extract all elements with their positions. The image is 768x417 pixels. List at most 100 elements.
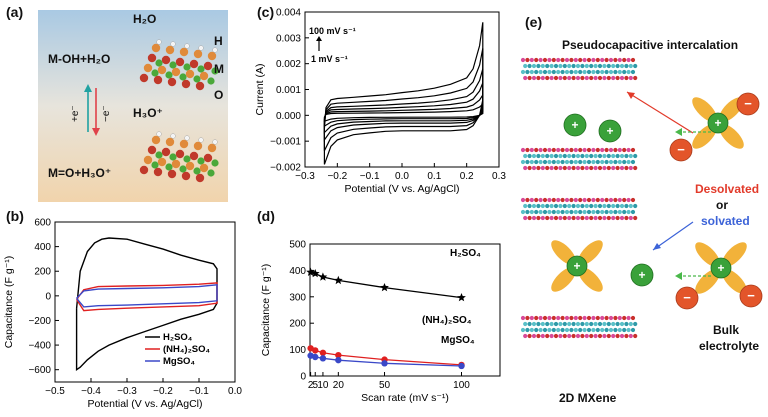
x-tick-label: −0.3 bbox=[117, 386, 137, 397]
atom-orange bbox=[175, 149, 185, 159]
sheet-atom bbox=[562, 63, 567, 69]
sheet-atom bbox=[549, 321, 554, 327]
bulk-flow-arrowhead-bottom bbox=[675, 272, 682, 280]
sheet-atom bbox=[600, 197, 605, 203]
data-point bbox=[318, 272, 328, 281]
sheet-atom bbox=[606, 63, 611, 69]
sheet-atom bbox=[540, 321, 545, 327]
mxene-label: 2D MXene bbox=[559, 391, 617, 405]
anion-symbol: − bbox=[677, 142, 685, 157]
sheet-atom bbox=[591, 69, 596, 75]
y-tick-label: 300 bbox=[289, 292, 306, 303]
sheet-atom bbox=[589, 165, 594, 171]
chart-d: 2 5 10 20 50 100 0 100 200 300 400 500 Scan rate (mV… bbox=[260, 240, 501, 404]
sheet-atom bbox=[542, 159, 548, 165]
equation-bottom: M=O+H₃O⁺ bbox=[48, 166, 112, 180]
x-tick-label: 0.3 bbox=[492, 171, 506, 182]
y-tick-label: 600 bbox=[34, 218, 51, 229]
sheet-atom bbox=[540, 153, 545, 159]
sheet-atom bbox=[628, 75, 633, 81]
sheet-atom bbox=[622, 159, 627, 165]
panel-c: (c) −0.3 −0.2 −0.1 0.0 0.1 0.2 0.3 −0.002 −0.001… bbox=[225, 0, 515, 205]
sheet-atom bbox=[560, 197, 565, 203]
sheet-atom bbox=[564, 327, 570, 333]
atom-orange bbox=[189, 151, 199, 161]
atom-orange bbox=[161, 55, 171, 65]
sheet-atom bbox=[615, 75, 620, 81]
sheet-atom bbox=[549, 75, 554, 81]
sheet-atom bbox=[569, 209, 574, 215]
sheet-atom bbox=[580, 75, 585, 81]
sheet-atom bbox=[593, 75, 598, 81]
sheet-atom bbox=[545, 203, 550, 209]
atom-orange bbox=[199, 71, 209, 81]
atom-hydrogen bbox=[198, 137, 204, 143]
sheet-atom bbox=[628, 165, 633, 171]
atom-green bbox=[193, 75, 201, 83]
sheet-atom bbox=[545, 75, 550, 81]
sheet-atom bbox=[529, 209, 534, 215]
sheet-atom bbox=[597, 63, 603, 69]
sheet-atom bbox=[558, 63, 563, 69]
sheet-atom bbox=[542, 197, 548, 203]
y-axis-label: Capacitance (F g⁻¹) bbox=[3, 256, 15, 349]
sheet-atom bbox=[593, 321, 598, 327]
atom-orange bbox=[195, 173, 205, 183]
sheet-atom bbox=[545, 165, 550, 171]
sheet-atom bbox=[600, 57, 605, 63]
sheet-atom bbox=[575, 203, 581, 209]
sheet-atom bbox=[604, 69, 609, 75]
sheet-atom bbox=[591, 327, 596, 333]
sheet-atom bbox=[630, 57, 636, 63]
sheet-atom bbox=[582, 159, 587, 165]
sheet-atom bbox=[553, 153, 559, 159]
sheet-atom bbox=[600, 147, 605, 153]
sheet-atom bbox=[531, 153, 537, 159]
sheet-atom bbox=[573, 327, 578, 333]
cation-symbol: + bbox=[571, 118, 578, 132]
sheet-atom bbox=[593, 203, 598, 209]
sheet-atom bbox=[578, 209, 583, 215]
sheet-atom bbox=[582, 327, 587, 333]
equation-top: M-OH+H₂O bbox=[48, 52, 111, 66]
sheet-atom bbox=[633, 333, 638, 339]
sheet-atom bbox=[595, 69, 600, 75]
sheet-atom bbox=[531, 75, 537, 81]
sheet-atom bbox=[626, 69, 631, 75]
sheet-atom bbox=[556, 57, 561, 63]
sheet-atom bbox=[571, 333, 576, 339]
sheet-atom bbox=[622, 209, 627, 215]
x-tick-label: −0.5 bbox=[45, 386, 65, 397]
sheet-atom bbox=[551, 315, 556, 321]
sheet-atom bbox=[520, 57, 526, 63]
sheet-atom bbox=[525, 159, 530, 165]
sheet-atom bbox=[523, 333, 528, 339]
legend-entry: (NH₄)₂SO₄ bbox=[163, 344, 211, 355]
x-tick-label: 20 bbox=[333, 380, 345, 391]
sheet-atom bbox=[582, 197, 587, 203]
anion bbox=[736, 92, 760, 116]
sheet-atom bbox=[562, 75, 567, 81]
sheet-atom bbox=[538, 315, 543, 321]
sheet-atom bbox=[622, 69, 627, 75]
sheet-atom bbox=[547, 315, 552, 321]
sheet-atom bbox=[584, 321, 589, 327]
solvated-label: solvated bbox=[701, 214, 750, 228]
sheet-atom bbox=[604, 197, 609, 203]
sheet-atom bbox=[613, 69, 618, 75]
sheet-atom bbox=[586, 147, 592, 153]
x-tick-label: −0.1 bbox=[360, 171, 380, 182]
panel-a: (a) H₂O H₃O⁺ M-OH+H₂O M=O+H₃O⁺ H M O +e⁻… bbox=[0, 0, 300, 205]
sheet-atom bbox=[536, 153, 541, 159]
sheet-atom bbox=[529, 69, 534, 75]
sheet-atom bbox=[549, 215, 554, 221]
sheet-atom bbox=[551, 159, 556, 165]
atom-orange bbox=[153, 75, 163, 85]
anion bbox=[739, 284, 763, 308]
x-tick-label: −0.3 bbox=[295, 171, 315, 182]
atom-hydrogen bbox=[184, 135, 190, 141]
sheet-atom bbox=[593, 63, 598, 69]
atom-orange bbox=[167, 77, 177, 87]
data-point bbox=[380, 283, 389, 292]
atom-orange bbox=[139, 73, 149, 83]
